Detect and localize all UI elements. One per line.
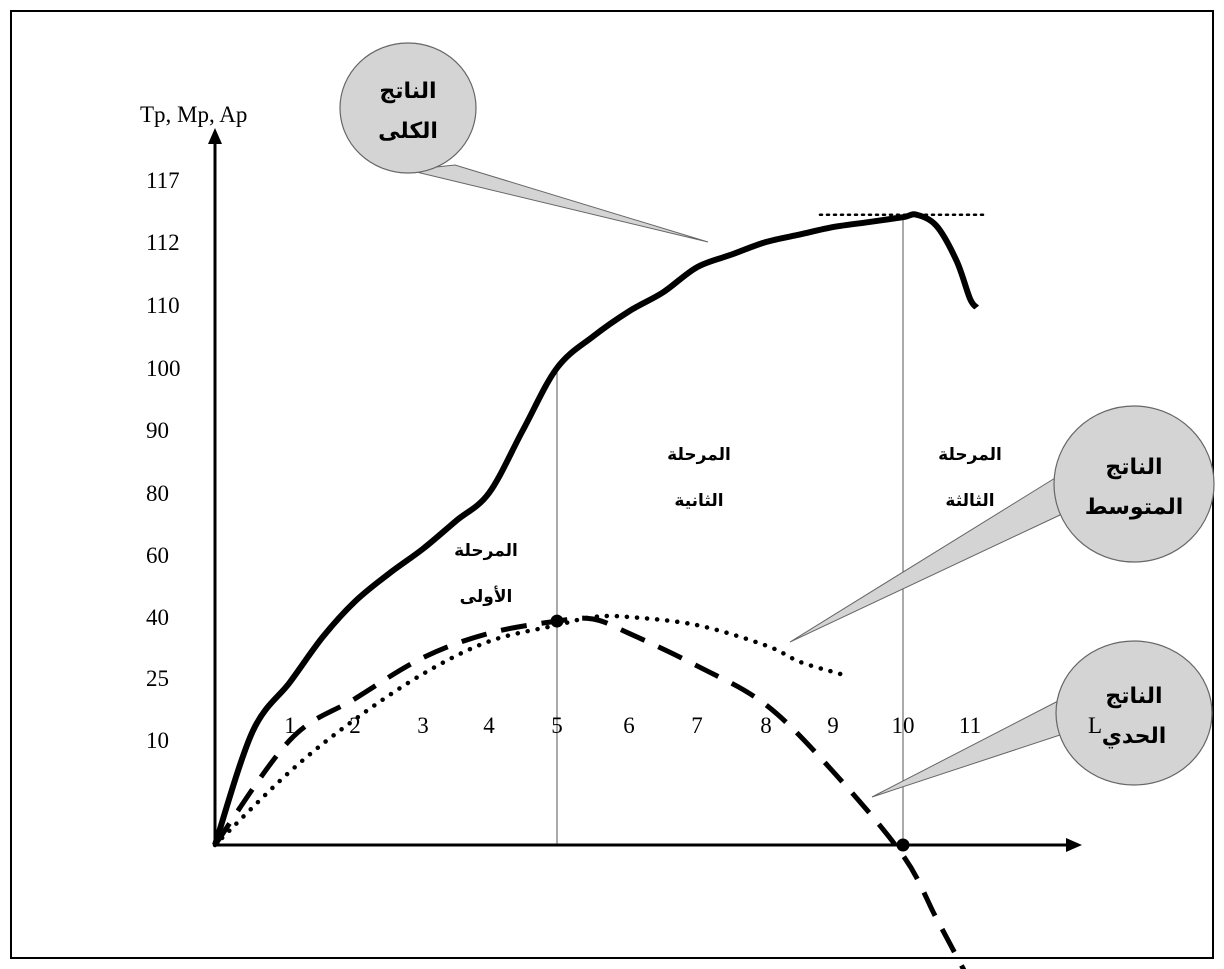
stage-label: الثانية [674, 491, 723, 511]
y-axis-arrow-icon [208, 128, 222, 144]
callout-bubble [1053, 405, 1215, 563]
callout-label: الناتج [1105, 455, 1162, 480]
callout-bubble [339, 42, 477, 174]
x-tick-label: 10 [892, 713, 915, 738]
stage-label: الثالثة [945, 491, 994, 511]
x-tick-label: 8 [760, 713, 772, 738]
callout-bubble [1055, 640, 1213, 786]
y-axis-title: Tp, Mp, Ap [140, 102, 247, 127]
series-layer [212, 211, 980, 969]
point-marker [550, 614, 564, 628]
y-tick-label: 117 [146, 168, 180, 193]
average-product-curve [212, 613, 846, 848]
y-tick-label: 25 [146, 666, 169, 691]
y-tick-label: 110 [146, 293, 180, 318]
total-product-callout: الناتج الكلى [339, 42, 709, 243]
stage-label: المرحلة [454, 541, 518, 561]
x-tick-label: 6 [623, 713, 635, 738]
callout-label: الناتج [379, 79, 436, 104]
x-tick-label: 2 [349, 713, 361, 738]
x-tick-label: 3 [417, 713, 429, 738]
stage-labels: المرحلة الأولى المرحلة الثانية المرحلة الثالث… [454, 445, 1002, 607]
callouts-layer: الناتج الكلى الناتج المتوسط الناتج الحدي [339, 42, 1215, 798]
callout-label: الناتج [1105, 684, 1162, 709]
x-tick-label: 7 [691, 713, 703, 738]
marginal-product-callout: الناتج الحدي [871, 640, 1213, 798]
callout-pointer [407, 164, 709, 243]
x-tick-label: 11 [959, 713, 981, 738]
marginal-product-curve [212, 615, 967, 969]
callout-pointer [789, 474, 1061, 643]
y-tick-label: 80 [146, 481, 169, 506]
callout-label: المتوسط [1085, 495, 1184, 520]
x-tick-label: 9 [827, 713, 839, 738]
stage-label: المرحلة [667, 445, 731, 465]
callout-label: الكلى [378, 119, 438, 144]
y-tick-label: 40 [146, 605, 169, 630]
x-axis-title: L [1088, 713, 1102, 738]
chart-border [10, 10, 1214, 959]
y-tick-label: 112 [146, 230, 180, 255]
x-tick-label: 5 [551, 713, 563, 738]
total-product-curve [212, 211, 980, 846]
x-tick-label: 1 [284, 713, 296, 738]
y-tick-label: 60 [146, 543, 169, 568]
y-tick-label: 10 [146, 728, 169, 753]
stage-label: الأولى [460, 586, 513, 607]
x-tick-label: 4 [483, 713, 495, 738]
average-product-callout: الناتج المتوسط [789, 405, 1215, 643]
callout-label: الحدي [1102, 724, 1167, 749]
guide-lines [556, 213, 987, 845]
y-tick-label: 90 [146, 418, 169, 443]
x-axis-arrow-icon [1066, 838, 1082, 852]
tick-labels: 1 2 3 4 5 6 7 8 9 10 11 10 25 40 60 80 90 100 110 112 117 [146, 168, 981, 753]
y-tick-label: 100 [146, 356, 181, 381]
stage-label: المرحلة [938, 445, 1002, 465]
